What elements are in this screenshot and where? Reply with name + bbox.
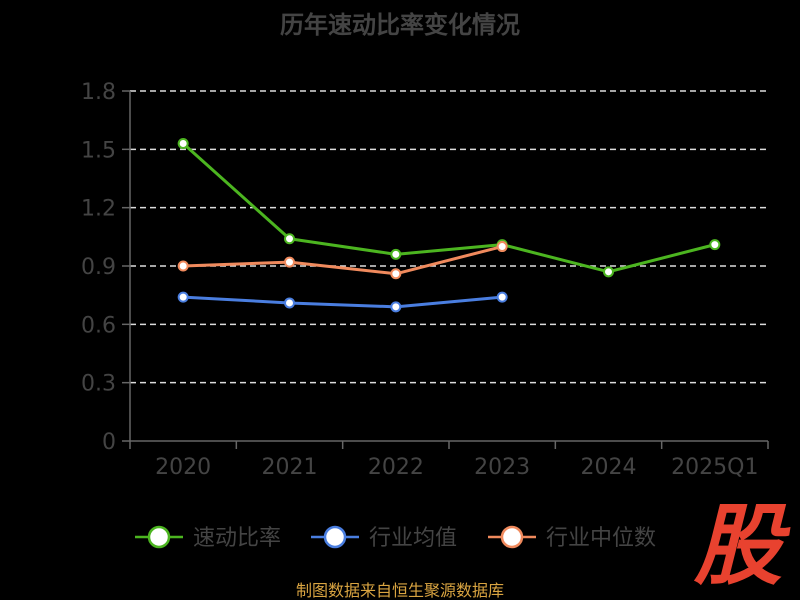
y-tick-label: 0.9 <box>81 255 116 280</box>
series-line <box>181 142 717 274</box>
x-tick-label: 2022 <box>368 455 424 480</box>
legend-item[interactable]: 行业均值 <box>311 525 457 551</box>
data-point[interactable] <box>177 291 189 303</box>
x-tick-label: 2020 <box>155 455 211 480</box>
source-note: 制图数据来自恒生聚源数据库 <box>296 581 504 600</box>
legend-item[interactable]: 速动比率 <box>135 525 281 551</box>
data-point[interactable] <box>390 248 402 260</box>
chart-title: 历年速动比率变化情况 <box>280 11 520 39</box>
y-tick-label: 1.5 <box>81 138 116 163</box>
legend-marker <box>147 525 171 549</box>
y-tick-label: 0 <box>102 430 116 455</box>
series-lines <box>177 138 721 313</box>
data-point[interactable] <box>496 291 508 303</box>
data-point[interactable] <box>177 138 189 149</box>
y-tick-label: 1.8 <box>81 80 116 105</box>
logo-mark: 股 <box>693 494 791 597</box>
legend-item[interactable]: 行业中位数 <box>488 525 656 551</box>
series-1 <box>177 291 508 313</box>
series-line <box>181 295 504 309</box>
grid-lines <box>130 90 768 384</box>
y-tick-label: 0.6 <box>81 313 116 338</box>
x-tick-label: 2021 <box>262 455 318 480</box>
data-point[interactable] <box>284 297 295 309</box>
series-2 <box>177 241 508 280</box>
data-point[interactable] <box>709 239 721 251</box>
series-0 <box>177 138 721 278</box>
legend-marker <box>323 525 347 549</box>
legend-label: 速动比率 <box>193 526 281 551</box>
x-tick-label: 2023 <box>474 455 530 480</box>
x-tick-label: 2024 <box>581 455 637 480</box>
y-tick-label: 1.2 <box>81 197 116 222</box>
data-point[interactable] <box>390 301 402 313</box>
legend-label: 行业中位数 <box>546 526 656 551</box>
y-tick-label: 0.3 <box>81 372 116 397</box>
data-point[interactable] <box>284 233 295 245</box>
y-tick-labels: 0 0.3 0.6 0.9 1.2 1.5 1.8 <box>81 80 130 455</box>
series-line <box>181 245 504 276</box>
data-point[interactable] <box>390 268 402 280</box>
x-tick-label: 2025Q1 <box>671 455 758 480</box>
legend-marker <box>500 525 524 549</box>
legend-label: 行业均值 <box>369 526 457 551</box>
data-point[interactable] <box>177 260 189 272</box>
data-point[interactable] <box>603 266 614 278</box>
data-point[interactable] <box>496 241 508 253</box>
legend[interactable]: 速动比率 行业均值 行业中位数 <box>135 525 656 551</box>
x-tick-labels: 2020 2021 2022 2023 2024 2025Q1 <box>129 441 769 480</box>
data-point[interactable] <box>284 256 295 268</box>
